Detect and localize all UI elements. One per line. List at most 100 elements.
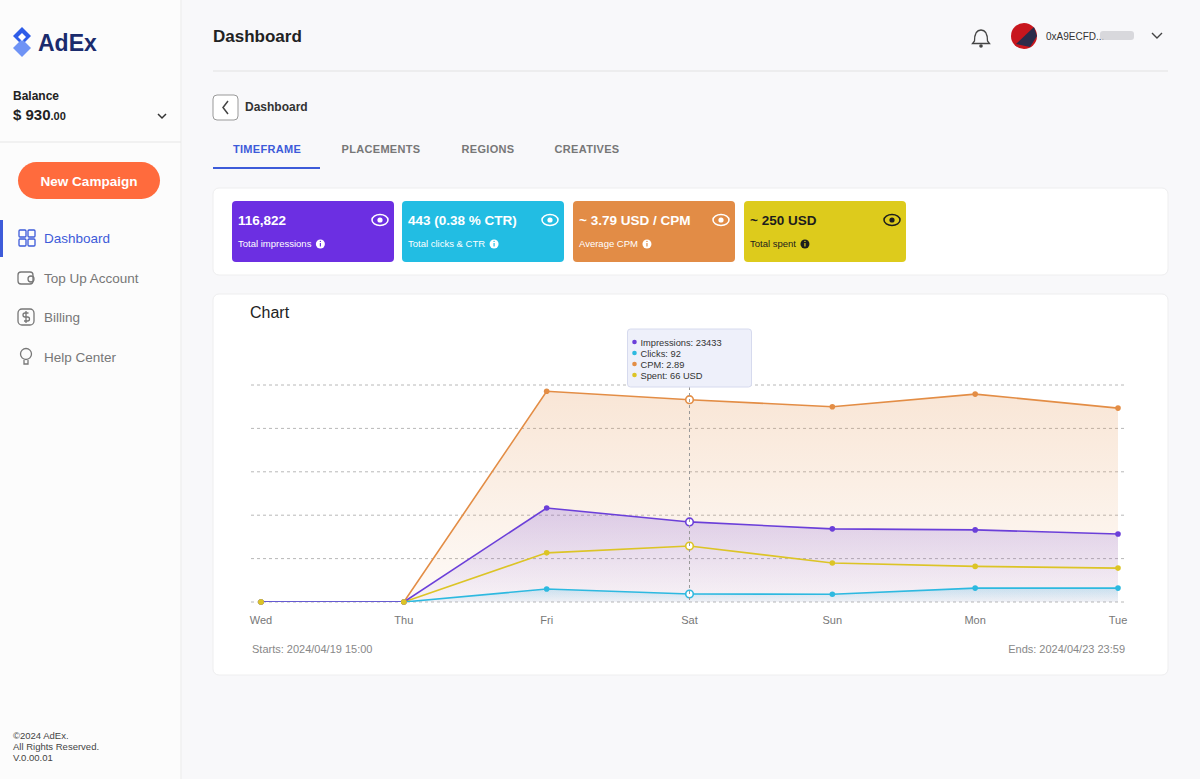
tooltip-dot: [632, 362, 637, 367]
avatar[interactable]: [1011, 23, 1037, 49]
tooltip-text: CPM: 2.89: [641, 360, 685, 370]
tooltip-dot: [632, 340, 637, 345]
info-icon: [493, 241, 494, 242]
account-menu[interactable]: [1152, 33, 1162, 38]
data-point: [401, 599, 407, 605]
stat-card: [402, 201, 564, 262]
eye-icon[interactable]: [884, 215, 900, 226]
tooltip-dot: [632, 351, 637, 356]
hover-line: [689, 387, 690, 602]
icon-part: [28, 239, 35, 246]
stat-label: Average CPM: [579, 238, 638, 249]
data-point: [972, 527, 978, 533]
account-address: 0xA9ECFD...: [1046, 31, 1104, 42]
balance: $ 930.00: [13, 106, 66, 123]
footer-text: All Rights Reserved.: [13, 741, 99, 752]
x-tick-label: Thu: [394, 614, 413, 626]
info-icon: [320, 243, 321, 247]
data-point: [401, 599, 407, 605]
data-point: [258, 599, 264, 605]
data-point: [830, 526, 836, 532]
icon-part: [19, 230, 26, 237]
info-icon: [804, 241, 805, 242]
eye-icon[interactable]: [542, 215, 558, 226]
icon-part: [19, 239, 26, 246]
divider: [0, 142, 181, 143]
data-point: [972, 391, 978, 397]
nav-item[interactable]: Top Up Account: [44, 271, 139, 286]
eye-icon: [718, 217, 723, 222]
nav-icon: [18, 272, 34, 284]
x-tick-label: Fri: [540, 614, 553, 626]
stats-panel: [213, 188, 1168, 275]
bell-icon: [979, 44, 983, 48]
bell-icon[interactable]: [973, 30, 990, 44]
avatar-shape: [1016, 27, 1037, 47]
back-button[interactable]: [213, 95, 238, 120]
stat-card: [573, 201, 735, 262]
data-point: [1115, 531, 1121, 537]
button-label[interactable]: New Campaign: [41, 174, 138, 189]
logo-icon: [18, 33, 26, 41]
stat-card: [744, 201, 906, 262]
info-icon[interactable]: [642, 240, 651, 249]
nav-item[interactable]: Help Center: [44, 350, 117, 365]
tab[interactable]: TIMEFRAME: [233, 143, 301, 155]
data-point: [830, 560, 836, 566]
page-title: Dashboard: [213, 27, 302, 46]
tab[interactable]: PLACEMENTS: [342, 143, 421, 155]
info-icon[interactable]: [490, 240, 499, 249]
data-point: [544, 586, 550, 592]
chart-panel: [213, 294, 1168, 675]
end-date: Ends: 2024/04/23 23:59: [1008, 643, 1125, 655]
data-point: [830, 591, 836, 597]
tab[interactable]: CREATIVES: [555, 143, 620, 155]
header-divider: [213, 71, 1168, 72]
info-icon: [493, 243, 494, 247]
data-point: [830, 404, 836, 410]
x-tick-label: Sun: [823, 614, 843, 626]
stat-card: [232, 201, 394, 262]
nav-item[interactable]: Dashboard: [44, 231, 110, 246]
tab[interactable]: REGIONS: [462, 143, 515, 155]
eye-icon: [377, 217, 382, 222]
data-point: [544, 389, 550, 395]
data-point: [1115, 405, 1121, 411]
stat-value: ~ 250 USD: [750, 213, 817, 228]
stat-value: 116,822: [238, 213, 286, 228]
icon-part: [21, 349, 32, 360]
eye-icon[interactable]: [372, 215, 388, 226]
data-point: [1115, 565, 1121, 571]
logo: AdEx: [38, 30, 97, 56]
x-tick-label: Sat: [681, 614, 698, 626]
breadcrumb: Dashboard: [245, 100, 308, 114]
icon-part: [24, 360, 28, 364]
background: [0, 0, 1200, 779]
eye-icon[interactable]: [713, 215, 729, 226]
eye-icon: [889, 217, 894, 222]
data-point: [544, 550, 550, 556]
data-point: [401, 599, 407, 605]
icon-part: [28, 230, 35, 237]
new-campaign-button[interactable]: [18, 162, 160, 199]
nav-item[interactable]: Billing: [44, 310, 80, 325]
balance-main: $ 930: [13, 106, 51, 123]
page: AdExBalance$ 930.00New CampaignDashboard…: [0, 0, 1200, 779]
icon-part: [23, 311, 30, 323]
data-point: [258, 599, 264, 605]
nav-icon: [19, 230, 35, 246]
icon-part: [18, 272, 33, 284]
stat-value: 443 (0.38 % CTR): [408, 213, 517, 228]
back-arrow: [223, 101, 228, 114]
nav-icon: [21, 349, 32, 365]
icon-part: [28, 276, 34, 282]
data-point: [401, 599, 407, 605]
stat-label: Total spent: [750, 238, 796, 249]
data-point: [972, 564, 978, 570]
tooltip-text: Spent: 66 USD: [641, 371, 703, 381]
info-icon[interactable]: [316, 240, 325, 249]
info-icon[interactable]: [800, 240, 809, 249]
info-icon: [646, 241, 647, 242]
balance-toggle[interactable]: [158, 114, 166, 118]
info-icon: [804, 243, 805, 247]
